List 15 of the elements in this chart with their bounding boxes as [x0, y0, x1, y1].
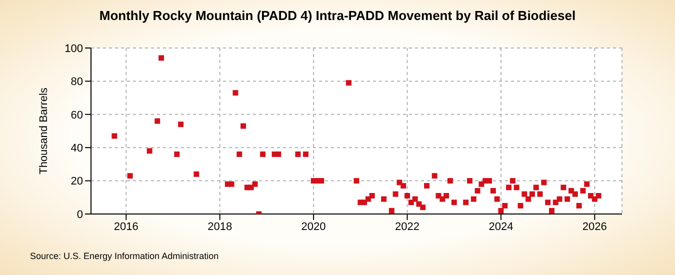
- x-tick-label: 2016: [114, 220, 138, 233]
- y-tick-label: 100: [64, 42, 83, 55]
- x-tick-label: 2022: [395, 220, 420, 233]
- y-axis-title: Thousand Barrels: [38, 87, 50, 174]
- y-tick-label: 40: [70, 142, 83, 155]
- y-tick-label: 0: [76, 208, 83, 221]
- x-tick-label: 2026: [582, 220, 607, 233]
- x-tick-label: 2018: [208, 220, 232, 233]
- x-tick-label: 2024: [488, 220, 514, 233]
- y-tick-label: 60: [70, 109, 83, 122]
- x-tick-label: 2020: [301, 220, 326, 233]
- y-tick-label: 80: [70, 76, 83, 88]
- y-tick-label: 20: [70, 176, 83, 188]
- source-note: Source: U.S. Energy Information Administration: [30, 251, 219, 261]
- chart-title: Monthly Rocky Mountain (PADD 4) Intra-PADD Movement by Rail of Biodiesel: [98, 8, 577, 23]
